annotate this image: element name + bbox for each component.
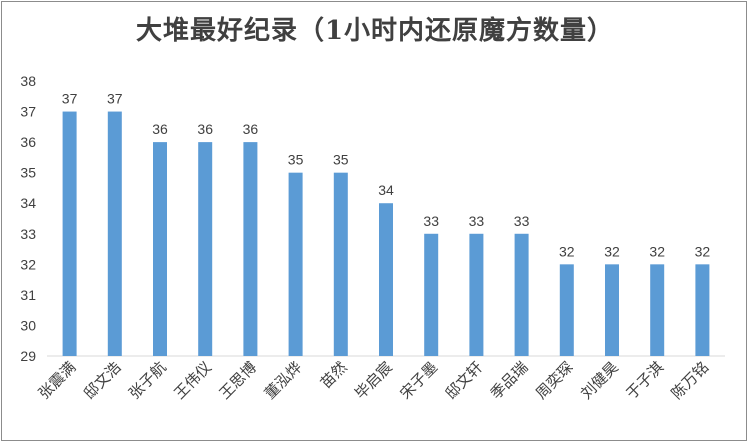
y-tick-label: 34	[20, 195, 36, 211]
y-tick-label: 29	[20, 348, 36, 364]
bar	[62, 111, 77, 356]
bar	[153, 142, 167, 356]
data-label: 37	[62, 91, 78, 107]
y-tick-label: 30	[20, 317, 36, 333]
x-tick-label: 张子航	[125, 358, 170, 403]
data-label: 32	[695, 243, 711, 259]
x-tick-label: 董泓烨	[261, 358, 306, 403]
x-tick-label: 王思博	[216, 358, 261, 403]
data-label: 32	[559, 243, 575, 259]
chart-title: 大堆最好纪录（1小时内还原魔方数量）	[135, 16, 615, 46]
bar	[288, 172, 303, 356]
bar	[379, 203, 393, 356]
bar	[107, 111, 122, 356]
x-tick-label: 毕启宸	[351, 358, 396, 403]
data-label: 36	[243, 121, 259, 137]
bar	[198, 142, 213, 356]
data-label: 36	[152, 121, 168, 137]
x-tick-label: 邸文轩	[442, 358, 487, 403]
x-tick-label: 宋子墨	[396, 358, 441, 403]
x-tick-label: 王伟仪	[170, 358, 215, 403]
bar	[469, 233, 484, 356]
y-tick-label: 32	[20, 256, 36, 272]
x-tick-label: 刘健昊	[577, 358, 622, 403]
y-tick-label: 31	[20, 287, 36, 303]
y-tick-label: 38	[20, 73, 36, 89]
x-tick-label: 邸文浩	[80, 358, 125, 403]
y-tick-label: 37	[20, 104, 36, 120]
x-tick-label: 于子淇	[622, 358, 667, 403]
bar	[514, 233, 529, 356]
y-tick-label: 36	[20, 134, 36, 150]
x-tick-label: 陈万铭	[668, 358, 713, 403]
bar	[424, 233, 439, 356]
data-label: 33	[514, 213, 530, 229]
data-label: 34	[378, 182, 394, 198]
data-label: 32	[649, 243, 665, 259]
data-label: 36	[197, 121, 213, 137]
data-label: 32	[604, 243, 620, 259]
x-tick-label: 季品瑞	[487, 358, 532, 403]
bar	[695, 264, 710, 356]
bar	[243, 142, 258, 356]
x-tick-label: 苗然	[317, 358, 351, 392]
x-tick-label: 张震满	[35, 358, 80, 403]
data-label: 33	[423, 213, 439, 229]
data-label: 33	[469, 213, 485, 229]
data-label: 35	[333, 152, 349, 168]
y-tick-label: 33	[20, 226, 36, 242]
bar	[650, 264, 665, 356]
data-label: 35	[288, 152, 304, 168]
bar	[559, 264, 574, 356]
x-tick-label: 周奕琛	[532, 358, 577, 403]
bar	[605, 264, 619, 356]
bar	[333, 172, 348, 356]
data-label: 37	[107, 91, 123, 107]
y-tick-label: 35	[20, 165, 36, 181]
